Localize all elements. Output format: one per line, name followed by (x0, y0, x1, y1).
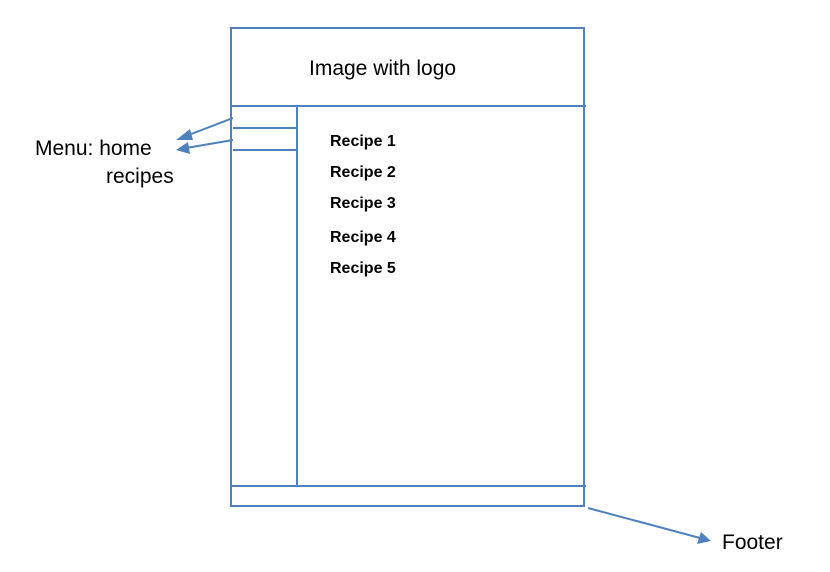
recipe-item: Recipe 2 (330, 164, 396, 181)
page-frame (230, 27, 585, 507)
menu-arrow-recipes (185, 139, 234, 149)
recipe-item: Recipe 1 (330, 133, 396, 150)
header-logo-text: Image with logo (309, 57, 456, 80)
footer-annotation: Footer (722, 531, 783, 554)
footer-arrow (587, 507, 701, 539)
menu-arrow-home-head (176, 129, 193, 140)
menu-annotation-line2: recipes (106, 165, 174, 188)
recipe-item: Recipe 5 (330, 260, 396, 277)
menu-arrow-home (185, 117, 234, 137)
recipe-item: Recipe 3 (330, 195, 396, 212)
menu-arrow-recipes-head (176, 142, 190, 154)
recipe-item: Recipe 4 (330, 229, 396, 246)
footer-arrow-head (697, 532, 711, 544)
menu-annotation-line1: Menu: home (35, 137, 152, 160)
